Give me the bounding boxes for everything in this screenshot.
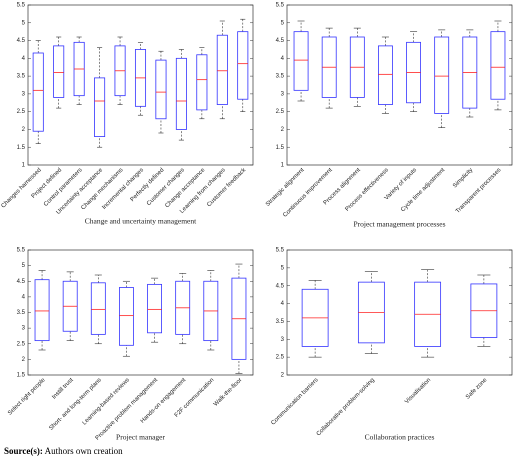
x-tick-label: Visualisation bbox=[404, 377, 432, 405]
box bbox=[34, 279, 50, 342]
box bbox=[293, 31, 309, 91]
y-tick-label: 2 bbox=[22, 127, 26, 133]
y-tick-label: 4.5 bbox=[17, 279, 26, 285]
x-tick-label: Communication barriers bbox=[270, 377, 319, 426]
box bbox=[175, 57, 187, 130]
box bbox=[94, 77, 106, 137]
x-tick-label: Walk-the-floor bbox=[213, 377, 243, 407]
x-tick-label: Customer changes bbox=[146, 167, 186, 207]
y-tick-label: 5.5 bbox=[276, 248, 285, 254]
x-tick-label: Select right people bbox=[7, 377, 47, 417]
box bbox=[216, 34, 228, 105]
y-tick-label: 5.5 bbox=[17, 3, 26, 9]
panel-title: Collaboration practices bbox=[365, 433, 435, 442]
y-tick-label: 5 bbox=[281, 265, 285, 271]
y-tick-label: 4.5 bbox=[276, 283, 285, 289]
box bbox=[147, 283, 162, 334]
y-tick-label: 2 bbox=[22, 357, 26, 363]
source-text: Authors own creation bbox=[44, 446, 123, 456]
y-tick-label: 3.5 bbox=[276, 319, 285, 325]
x-tick-label: Simplicity bbox=[452, 167, 474, 189]
y-tick-label: 3.5 bbox=[17, 74, 26, 80]
plot-frame bbox=[27, 249, 254, 376]
plot-frame bbox=[286, 4, 513, 166]
y-tick-label: 3.5 bbox=[276, 74, 285, 80]
panel-title: Project management processes bbox=[353, 220, 445, 229]
y-tick-label: 2 bbox=[281, 127, 285, 133]
x-tick-label: Learning-based reviews bbox=[82, 377, 131, 426]
box bbox=[53, 45, 65, 98]
x-tick-label: Customer feedback bbox=[206, 167, 248, 209]
y-tick-label: 5 bbox=[281, 20, 285, 26]
y-tick-label: 2.5 bbox=[17, 109, 26, 115]
x-tick-label: Instill trust bbox=[51, 377, 75, 401]
box bbox=[119, 287, 134, 346]
y-tick-label: 2 bbox=[281, 373, 285, 379]
panel-title: Project manager bbox=[116, 433, 165, 442]
y-tick-label: 4 bbox=[22, 56, 26, 62]
y-tick-label: 3.5 bbox=[17, 310, 26, 316]
x-tick-label: Safe zone bbox=[465, 377, 489, 401]
box bbox=[490, 31, 506, 100]
y-tick-label: 1.5 bbox=[17, 145, 26, 151]
box bbox=[237, 31, 249, 100]
x-tick-label: Continuous improvement bbox=[282, 167, 334, 219]
y-tick-label: 4 bbox=[22, 294, 26, 300]
y-tick-label: 4 bbox=[281, 301, 285, 307]
y-tick-label: 5 bbox=[22, 20, 26, 26]
y-tick-label: 5 bbox=[22, 263, 26, 269]
y-tick-label: 4 bbox=[281, 56, 285, 62]
plot-frame bbox=[286, 249, 513, 376]
y-tick-label: 3 bbox=[281, 91, 285, 97]
y-tick-label: 4.5 bbox=[276, 38, 285, 44]
panel-title: Change and uncertainty management bbox=[85, 217, 197, 226]
box bbox=[90, 282, 106, 335]
x-tick-label: Short- and long-term plans bbox=[48, 377, 102, 431]
source-label: Source(s): bbox=[4, 446, 43, 456]
y-tick-label: 5.5 bbox=[17, 248, 26, 254]
box bbox=[378, 45, 393, 105]
box bbox=[196, 54, 208, 111]
y-tick-label: 3 bbox=[22, 326, 26, 332]
y-tick-label: 2.5 bbox=[276, 355, 285, 361]
y-tick-label: 1 bbox=[22, 163, 26, 169]
y-tick-label: 5.5 bbox=[276, 3, 285, 9]
y-tick-label: 3 bbox=[281, 337, 285, 343]
y-tick-label: 1.5 bbox=[17, 373, 26, 379]
box bbox=[434, 36, 450, 114]
y-tick-label: 1 bbox=[281, 163, 285, 169]
x-tick-label: Collaborative problem-solving bbox=[316, 377, 376, 437]
source-note: Source(s): Authors own creation bbox=[4, 446, 123, 456]
y-tick-label: 4.5 bbox=[17, 38, 26, 44]
box bbox=[155, 59, 167, 120]
x-tick-label: Control parameters bbox=[43, 167, 84, 208]
plot-frame bbox=[27, 4, 254, 166]
y-tick-label: 1.5 bbox=[276, 145, 285, 151]
y-tick-label: 2.5 bbox=[17, 341, 26, 347]
box bbox=[32, 52, 44, 132]
y-tick-label: 2.5 bbox=[276, 109, 285, 115]
y-tick-label: 3 bbox=[22, 91, 26, 97]
x-tick-label: Changes harnessed bbox=[1, 167, 43, 209]
